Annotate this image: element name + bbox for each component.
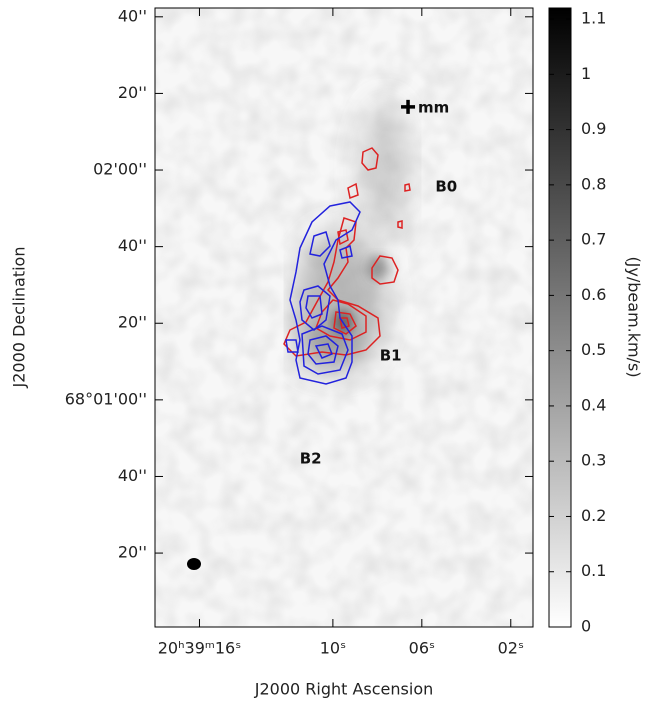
y-tick-label: 02'00'' xyxy=(93,160,147,179)
colorbar-tick-label: 0.1 xyxy=(581,561,606,580)
y-tick-label: 40'' xyxy=(118,6,147,25)
colorbar-tick-label: 1 xyxy=(581,64,591,83)
y-tick-label: 20'' xyxy=(118,543,147,562)
plot-frame xyxy=(154,7,534,628)
annotation: mm xyxy=(418,98,449,116)
x-tick-label: 06ˢ xyxy=(409,639,435,658)
colorbar-tick-label: 0.4 xyxy=(581,395,606,414)
y-axis-label: J2000 Declination xyxy=(10,247,29,389)
x-tick-label: 02ˢ xyxy=(498,639,524,658)
colorbar-tick-label: 0.7 xyxy=(581,230,606,249)
x-tick-label: 20ʰ39ᵐ16ˢ xyxy=(158,639,242,658)
annotation: B0 xyxy=(435,177,457,195)
y-tick-label: 20'' xyxy=(118,83,147,102)
colorbar xyxy=(548,7,572,628)
y-tick-label: 40'' xyxy=(118,236,147,255)
image xyxy=(155,8,533,627)
colorbar-tick-label: 0.2 xyxy=(581,506,606,525)
colorbar-tick-label: 0 xyxy=(581,617,591,636)
blue-contours xyxy=(285,201,361,385)
colorbar-tick-label: 0.9 xyxy=(581,119,606,138)
y-tick-label: 20'' xyxy=(118,313,147,332)
x-tick-label: 10ˢ xyxy=(320,639,346,658)
marker xyxy=(401,99,416,114)
colorbar-tick-label: 0.6 xyxy=(581,285,606,304)
annotation: B2 xyxy=(300,449,322,467)
colorbar-tick-label: 0.3 xyxy=(581,451,606,470)
annotation: B1 xyxy=(380,346,402,364)
beam xyxy=(187,558,201,570)
colorbar-tick-label: 0.8 xyxy=(581,174,606,193)
colorbar-tick-label: 0.5 xyxy=(581,340,606,359)
y-tick-label: 40'' xyxy=(118,466,147,485)
y-tick-label: 68°01'00'' xyxy=(65,389,147,408)
x-axis-label: J2000 Right Ascension xyxy=(254,680,434,699)
colorbar-tick-label: 1.1 xyxy=(581,9,606,28)
colorbar-label: (Jy/beam.km/s) xyxy=(625,256,644,377)
